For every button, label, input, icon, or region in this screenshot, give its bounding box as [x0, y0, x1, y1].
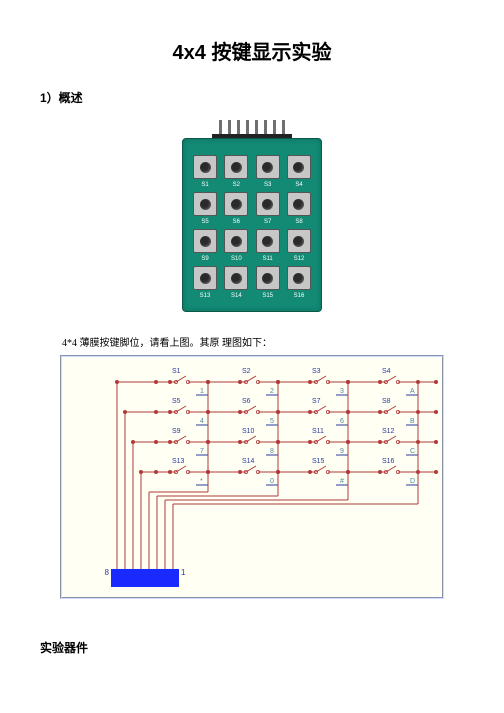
pcb-module: S1 S2 S3 S4 S5 S6 S7 S8 S9 S10 S11 S12 S13 S14 S15 S16 — [182, 120, 322, 312]
key-silk-label: S7 — [256, 219, 280, 225]
svg-text:S5: S5 — [172, 398, 181, 405]
key-silk-label: S13 — [193, 293, 217, 299]
page-title: 4x4 按键显示实验 — [40, 36, 464, 65]
tactile-key — [224, 192, 248, 216]
key-label-row: S1 S2 S3 S4 — [193, 182, 311, 188]
header-pin — [228, 120, 231, 134]
header-pin — [237, 120, 240, 134]
svg-text:D: D — [410, 478, 415, 485]
key-silk-label: S2 — [224, 182, 248, 188]
key-silk-label: S14 — [224, 293, 248, 299]
tactile-key — [256, 266, 280, 290]
tactile-key — [287, 229, 311, 253]
header-pin — [282, 120, 285, 134]
connector-block — [111, 569, 179, 587]
svg-text:S11: S11 — [312, 428, 324, 435]
svg-text:7: 7 — [200, 448, 204, 455]
tactile-key — [256, 155, 280, 179]
tactile-key — [287, 155, 311, 179]
svg-text:9: 9 — [340, 448, 344, 455]
key-row — [193, 266, 311, 290]
svg-text:C: C — [410, 448, 415, 455]
tactile-key — [287, 192, 311, 216]
section-overview-heading: 1）概述 — [40, 89, 464, 106]
svg-text:S4: S4 — [382, 368, 391, 375]
key-silk-label: S1 — [193, 182, 217, 188]
svg-text:S15: S15 — [312, 458, 325, 465]
svg-text:5: 5 — [270, 418, 274, 425]
key-silk-label: S9 — [193, 256, 217, 262]
tactile-key — [193, 192, 217, 216]
keypad-schematic: S11S22S33S4AS54S65S76S8BS97S108S119S12CS… — [60, 355, 444, 599]
header-pin — [264, 120, 267, 134]
svg-text:6: 6 — [340, 418, 344, 425]
header-pin — [255, 120, 258, 134]
key-label-row: S9 S10 S11 S12 — [193, 256, 311, 262]
key-label-row: S5 S6 S7 S8 — [193, 219, 311, 225]
key-silk-label: S10 — [224, 256, 248, 262]
header-pin — [273, 120, 276, 134]
tactile-key — [224, 266, 248, 290]
svg-text:2: 2 — [270, 388, 274, 395]
svg-text:#: # — [340, 478, 344, 485]
svg-text:S9: S9 — [172, 428, 181, 435]
tactile-key — [193, 155, 217, 179]
svg-text:S12: S12 — [382, 428, 395, 435]
tactile-key — [224, 229, 248, 253]
key-silk-label: S11 — [256, 256, 280, 262]
svg-text:*: * — [200, 478, 203, 485]
tactile-key — [256, 229, 280, 253]
svg-text:1: 1 — [200, 388, 204, 395]
svg-text:A: A — [410, 388, 415, 395]
tactile-key — [193, 229, 217, 253]
svg-text:1: 1 — [181, 568, 186, 577]
svg-text:S8: S8 — [382, 398, 391, 405]
svg-text:4: 4 — [200, 418, 204, 425]
svg-text:8: 8 — [105, 568, 110, 577]
key-row — [193, 192, 311, 216]
svg-text:3: 3 — [340, 388, 344, 395]
svg-text:S14: S14 — [242, 458, 255, 465]
key-silk-label: S4 — [287, 182, 311, 188]
svg-text:S16: S16 — [382, 458, 395, 465]
svg-text:S1: S1 — [172, 368, 181, 375]
svg-text:S7: S7 — [312, 398, 321, 405]
svg-text:S2: S2 — [242, 368, 251, 375]
key-silk-label: S8 — [287, 219, 311, 225]
key-row — [193, 229, 311, 253]
tactile-key — [193, 266, 217, 290]
key-silk-label: S12 — [287, 256, 311, 262]
svg-text:B: B — [410, 418, 415, 425]
tactile-key — [256, 192, 280, 216]
key-silk-label: S3 — [256, 182, 280, 188]
key-silk-label: S5 — [193, 219, 217, 225]
key-silk-label: S15 — [256, 293, 280, 299]
svg-text:S10: S10 — [242, 428, 255, 435]
section-equipment-heading: 实验器件 — [40, 639, 464, 656]
document-page: 4x4 按键显示实验 1）概述 S1S2S3S4S5S6S7S8S9S10S11… — [0, 0, 504, 713]
tactile-key — [224, 155, 248, 179]
key-silk-label: S6 — [224, 219, 248, 225]
svg-text:0: 0 — [270, 478, 274, 485]
svg-text:S13: S13 — [172, 458, 185, 465]
key-silk-label: S16 — [287, 293, 311, 299]
pcb-board: S1 S2 S3 S4 S5 S6 S7 S8 S9 S10 S11 S12 S13 S14 S15 S16 — [182, 138, 322, 312]
header-pin — [219, 120, 222, 134]
pcb-header-pins — [182, 120, 322, 134]
svg-text:S6: S6 — [242, 398, 251, 405]
tactile-key — [287, 266, 311, 290]
schematic-caption: 4*4 薄膜按键脚位，请看上图。其原 理图如下： — [62, 334, 464, 349]
key-row — [193, 155, 311, 179]
header-pin — [246, 120, 249, 134]
svg-text:8: 8 — [270, 448, 274, 455]
pcb-figure: S1 S2 S3 S4 S5 S6 S7 S8 S9 S10 S11 S12 S13 S14 S15 S16 — [40, 120, 464, 312]
svg-text:S3: S3 — [312, 368, 321, 375]
key-label-row: S13 S14 S15 S16 — [193, 293, 311, 299]
